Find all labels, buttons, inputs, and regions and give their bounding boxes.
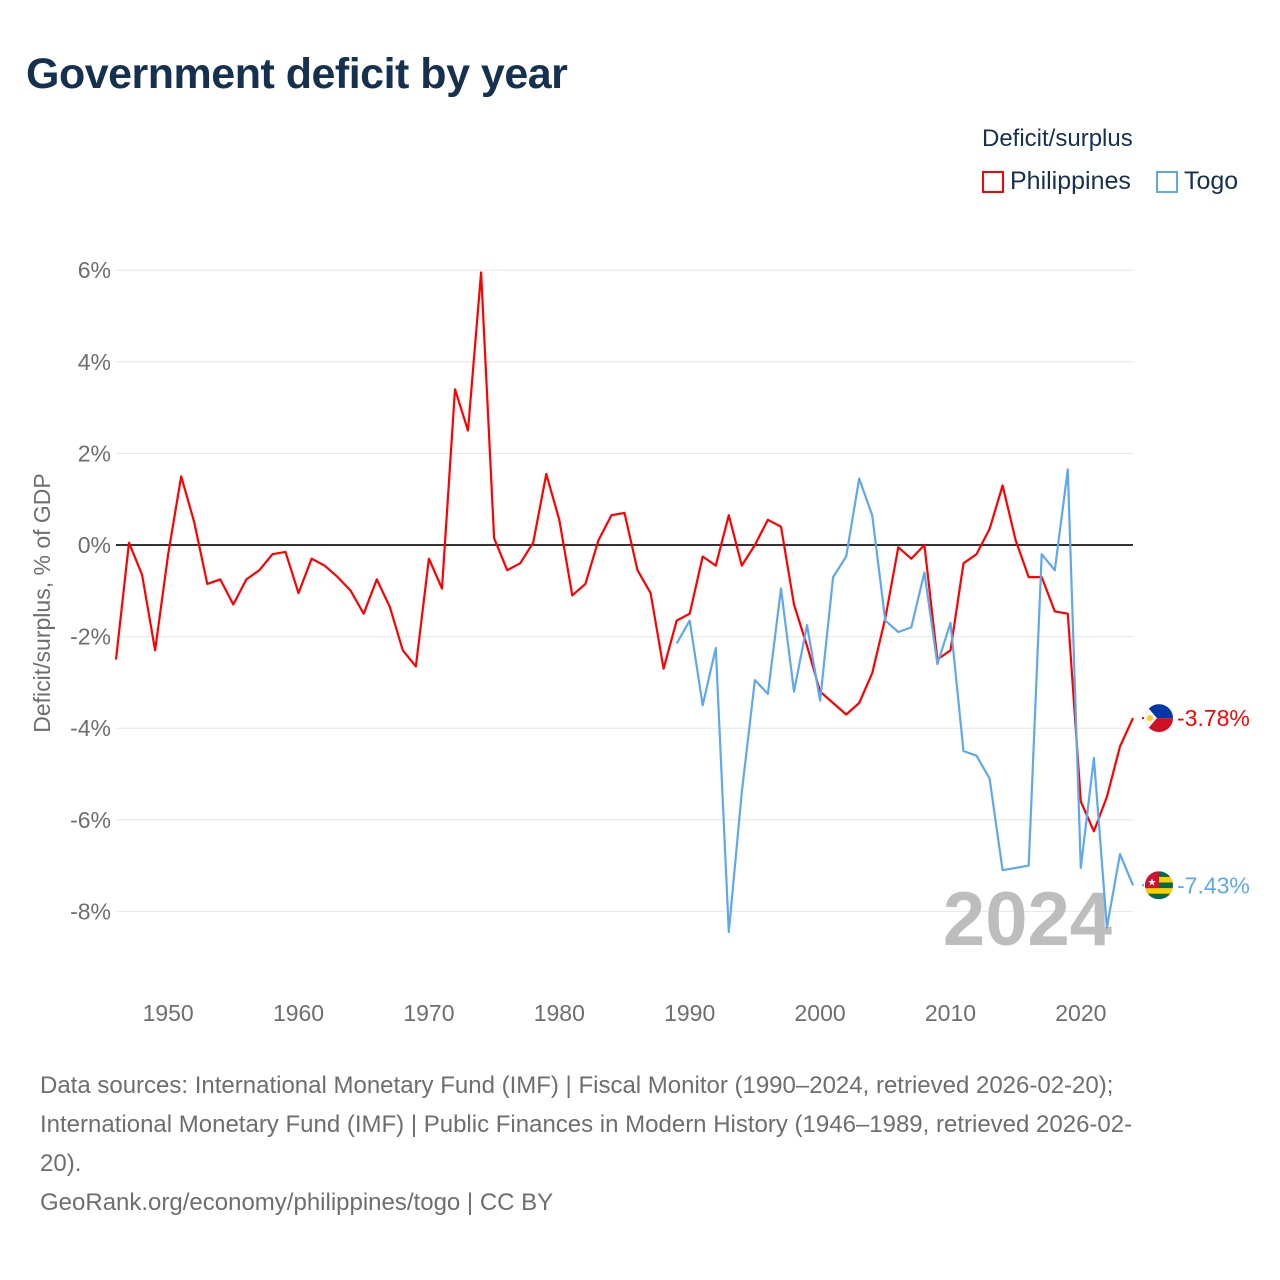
y-tick-label: -6% bbox=[70, 807, 111, 833]
legend-item-philippines[interactable]: Philippines bbox=[982, 167, 1131, 196]
legend-swatch-togo bbox=[1156, 170, 1178, 193]
x-tick-label: 2010 bbox=[925, 1000, 976, 1026]
series-line-philippines bbox=[114, 271, 1135, 833]
attribution-link[interactable]: GeoRank.org/economy/philippines/togo | C… bbox=[40, 1189, 554, 1216]
x-tick-label: 2020 bbox=[1055, 1000, 1106, 1026]
source-line-1: Data sources: International Monetary Fun… bbox=[40, 1072, 1114, 1099]
y-tick-label: -2% bbox=[70, 624, 111, 650]
line-chart: 6% 4% 2% 0% -2% -4% -6% -8% 1950 1960 1970 1980 1990… bbox=[29, 257, 1250, 1026]
x-tick-label: 1980 bbox=[534, 1000, 585, 1026]
x-tick-label: 1970 bbox=[403, 1000, 454, 1026]
legend-label-philippines: Philippines bbox=[1010, 167, 1131, 195]
end-value-label-togo: -7.43% bbox=[1177, 872, 1250, 898]
source-line-3: 20). bbox=[40, 1150, 82, 1177]
y-tick-label: -8% bbox=[70, 898, 111, 924]
x-tick-label: 1960 bbox=[273, 1000, 324, 1026]
y-tick-label: 4% bbox=[78, 349, 111, 375]
togo-flag-icon: ★ bbox=[1145, 871, 1173, 900]
source-line-2: International Monetary Fund (IMF) | Publ… bbox=[40, 1111, 1133, 1138]
legend-item-togo[interactable]: Togo bbox=[1156, 167, 1238, 196]
year-watermark: 2024 bbox=[943, 877, 1112, 962]
y-tick-label: 2% bbox=[78, 440, 111, 466]
y-tick-label: -4% bbox=[70, 715, 111, 741]
series-line-togo bbox=[675, 468, 1135, 934]
chart-title: Government deficit by year bbox=[26, 50, 568, 98]
x-tick-label: 1950 bbox=[143, 1000, 194, 1026]
y-tick-label: 0% bbox=[78, 532, 111, 558]
end-value-label-philippines: -3.78% bbox=[1177, 705, 1250, 731]
philippines-flag-icon bbox=[1145, 704, 1173, 733]
y-axis-label: Deficit/surplus, % of GDP bbox=[29, 473, 55, 732]
y-tick-label: 6% bbox=[78, 257, 111, 283]
x-tick-label: 2000 bbox=[794, 1000, 845, 1026]
legend-label-togo: Togo bbox=[1184, 167, 1239, 195]
footer-sources: Data sources: International Monetary Fun… bbox=[40, 1066, 1240, 1222]
x-tick-label: 1990 bbox=[664, 1000, 715, 1026]
legend-title: Deficit/surplus bbox=[982, 125, 1133, 152]
legend-swatch-philippines bbox=[982, 170, 1004, 193]
svg-text:★: ★ bbox=[1148, 877, 1157, 888]
